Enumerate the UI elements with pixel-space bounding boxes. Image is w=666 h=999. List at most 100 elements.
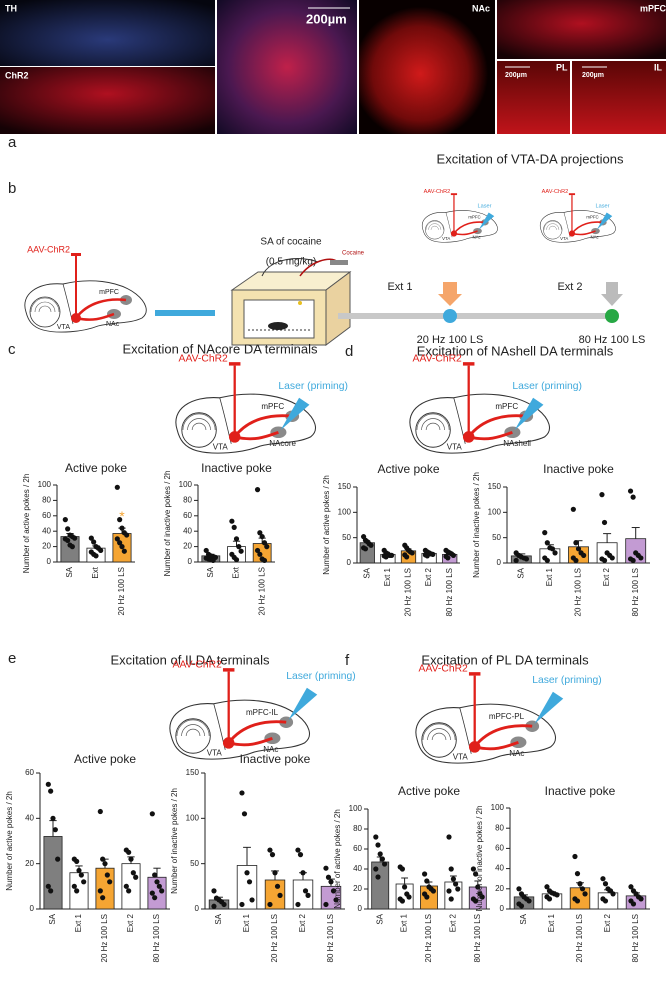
x-tick-label: Ext 1 (545, 567, 554, 586)
data-point (399, 898, 406, 904)
label: Cocaine (342, 251, 365, 257)
x-tick-label: 80 Hz 100 LS (326, 914, 335, 962)
image-label: 200µm (306, 11, 347, 26)
data-point (156, 883, 162, 889)
data-point (373, 866, 379, 872)
data-point (244, 870, 250, 876)
data-point (81, 879, 87, 885)
x-tick-label: 80 Hz 100 LS (445, 568, 454, 616)
data-point (333, 897, 339, 903)
cerebellum-fold (191, 422, 207, 431)
data-point (91, 539, 97, 545)
data-point (375, 842, 381, 848)
data-point (241, 811, 248, 817)
data-point (267, 901, 273, 908)
data-point (97, 808, 103, 815)
data-point (45, 781, 51, 787)
region (264, 732, 281, 745)
chart-title: Active poke (398, 784, 460, 798)
annotation: * (119, 508, 125, 524)
x-tick-label: SA (48, 913, 57, 924)
data-point (513, 557, 519, 564)
stim-label: 80 Hz 100 LS (579, 334, 646, 346)
data-point (628, 884, 634, 890)
data-point (601, 519, 608, 526)
cerebellum-fold (422, 723, 456, 741)
data-point (325, 874, 332, 880)
y-tick-label: 80 (42, 496, 51, 505)
data-point (149, 811, 155, 817)
virus-label: AAV-ChR2 (542, 189, 569, 195)
data-point (297, 852, 304, 858)
vta (222, 737, 235, 749)
data-point (203, 547, 209, 554)
y-axis-label: Number of active pokes / 2h (333, 809, 342, 909)
laser-label: Laser (478, 204, 492, 210)
y-tick-label: 60 (42, 511, 51, 520)
micrograph (217, 0, 357, 134)
data-point (238, 548, 244, 554)
data-point (422, 871, 428, 877)
data-point (526, 898, 532, 904)
y-tick-label: 0 (30, 904, 35, 913)
region-label: VTA (453, 752, 469, 761)
data-point (544, 540, 550, 546)
stim-label: 20 Hz 100 LS (417, 334, 484, 346)
arrow (601, 282, 623, 306)
data-point (402, 884, 408, 890)
data-point (544, 557, 550, 564)
x-tick-label: SA (214, 913, 223, 924)
cerebellum-fold (176, 719, 210, 737)
x-tick-label: 80 Hz 100 LS (631, 914, 640, 962)
cerebellum-fold (30, 297, 60, 313)
brain-outline (409, 393, 551, 454)
y-tick-label: 20 (495, 884, 504, 893)
x-tick-label: Ext 1 (400, 913, 409, 932)
micrograph (0, 67, 215, 134)
panel-a: TH ChR2 200µm NAc mPFC 200µm PL 200µm IL… (0, 0, 666, 151)
region-label: VTA (442, 236, 450, 241)
data-point (52, 827, 58, 833)
data-point (93, 553, 99, 559)
region-label: mPFC (261, 402, 284, 411)
stage-dot (605, 309, 619, 323)
y-tick-label: 100 (349, 804, 363, 813)
data-point (295, 847, 301, 853)
vta (228, 431, 241, 443)
brain-schematic: AAV-ChR2 mPFC VTA NAc Laser (421, 189, 498, 243)
micrograph (497, 0, 666, 59)
x-tick-label: Ext 2 (603, 913, 612, 932)
data-point (579, 886, 586, 892)
data-point (430, 551, 436, 557)
y-tick-label: 0 (188, 557, 193, 566)
cerebellum (543, 220, 563, 240)
laser-label: Laser (priming) (278, 381, 348, 392)
region-label: mPFC (468, 215, 480, 220)
panel-title: Excitation of ILDA terminals (111, 652, 270, 667)
data-point (600, 876, 606, 882)
y-tick-label: 80 (353, 824, 362, 833)
x-tick-label: Ext 2 (424, 567, 433, 586)
cerebellum-fold (182, 413, 216, 431)
panel-b: b Excitation of VTA-DA projections SA of… (8, 151, 646, 346)
data-point (257, 530, 263, 536)
data-point (254, 547, 261, 554)
region-label: NAshell (503, 439, 531, 448)
y-tick-label: 40 (183, 526, 192, 535)
y-tick-label: 20 (353, 884, 362, 893)
data-point (119, 525, 125, 531)
data-point (74, 858, 80, 865)
region-label: VTA (207, 748, 223, 757)
data-point (114, 484, 120, 490)
region-label: NAc (263, 745, 278, 754)
image-label: IL (654, 62, 663, 72)
data-point (133, 874, 139, 880)
data-point (542, 530, 548, 536)
laser-label: Laser (priming) (512, 381, 582, 392)
cerebellum-fold (546, 223, 560, 230)
data-point (233, 536, 240, 542)
vta (568, 230, 576, 237)
data-point (362, 546, 369, 552)
data-point (445, 555, 451, 561)
x-tick-label: Ext 2 (449, 913, 458, 932)
